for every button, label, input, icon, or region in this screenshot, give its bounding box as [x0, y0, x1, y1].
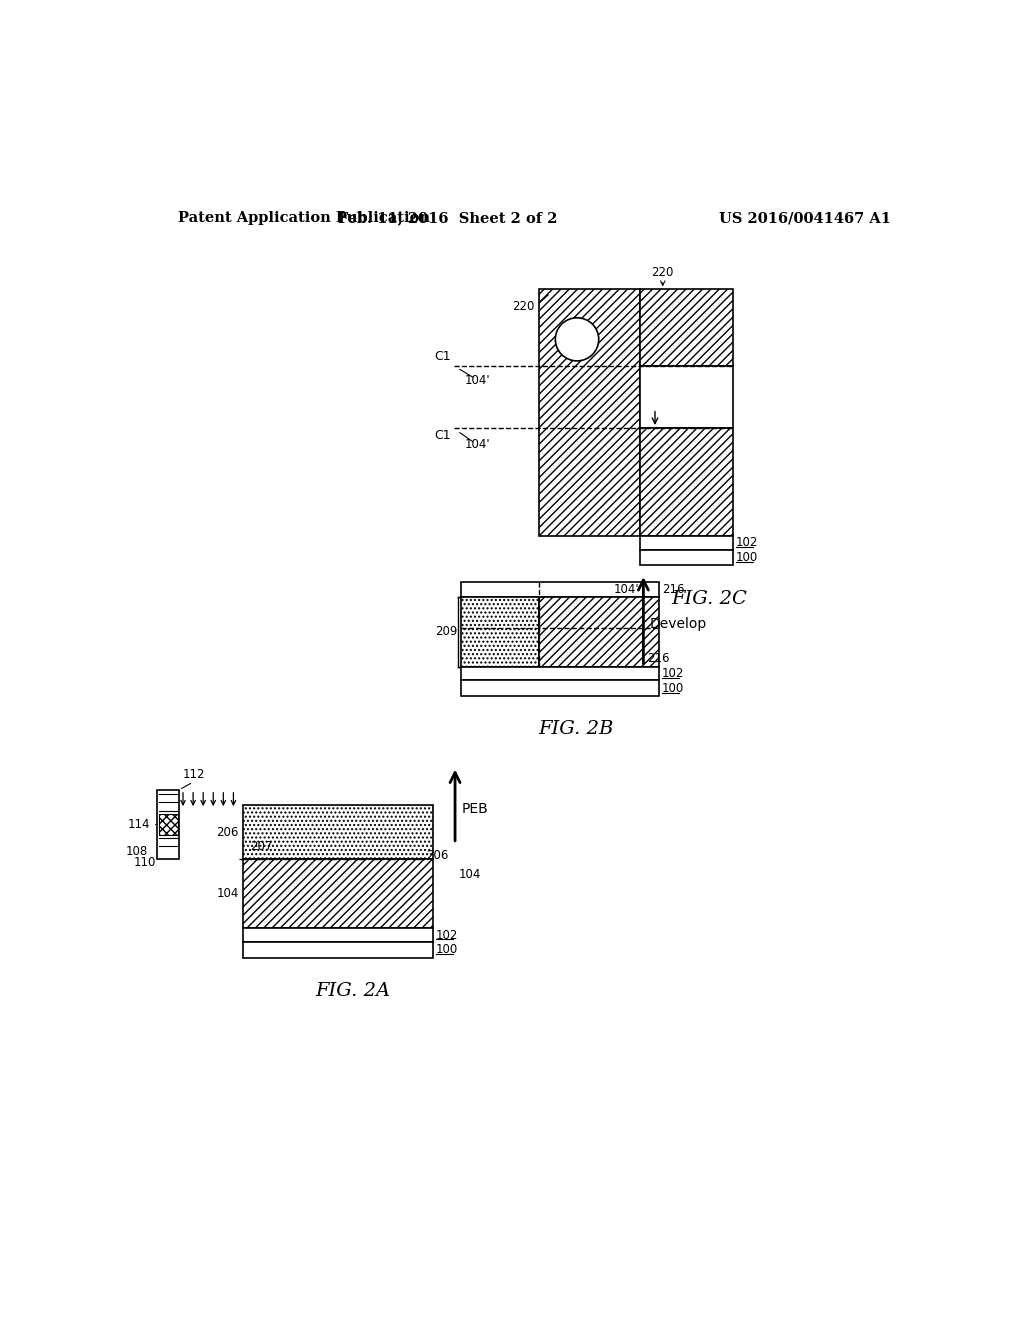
Text: FIG. 2C: FIG. 2C	[672, 590, 748, 607]
Text: Feb. 11, 2016  Sheet 2 of 2: Feb. 11, 2016 Sheet 2 of 2	[338, 211, 557, 226]
Text: 108: 108	[126, 845, 148, 858]
Text: 102: 102	[662, 667, 684, 680]
Bar	[243, 928, 432, 942]
Text: 114: 114	[127, 818, 150, 832]
Text: C1: C1	[434, 350, 451, 363]
Text: 102: 102	[435, 929, 458, 942]
Text: 216: 216	[662, 583, 684, 597]
Text: 102: 102	[735, 536, 758, 549]
Bar	[640, 549, 732, 565]
Text: US 2016/0041467 A1: US 2016/0041467 A1	[719, 211, 891, 226]
Bar	[461, 582, 658, 597]
Bar	[158, 789, 179, 859]
Text: 206: 206	[426, 849, 449, 862]
Text: 104': 104'	[465, 438, 490, 451]
Bar	[243, 942, 432, 958]
Bar	[539, 597, 658, 667]
Text: 104: 104	[216, 887, 239, 900]
Bar	[159, 814, 177, 834]
Text: 216: 216	[647, 652, 670, 665]
Bar	[461, 667, 658, 681]
Text: 100: 100	[735, 550, 758, 564]
Bar	[243, 805, 432, 859]
Text: 112: 112	[183, 767, 206, 780]
Text: Patent Application Publication: Patent Application Publication	[178, 211, 430, 226]
Text: 207: 207	[251, 840, 272, 853]
Text: 100: 100	[435, 944, 458, 957]
Text: 209: 209	[435, 626, 458, 639]
Text: 220: 220	[651, 265, 674, 279]
Bar	[461, 681, 658, 696]
Bar	[640, 536, 732, 549]
Bar	[640, 428, 732, 536]
Text: 100: 100	[662, 681, 684, 694]
Text: C1: C1	[434, 429, 451, 442]
Text: Develop: Develop	[649, 618, 707, 631]
Circle shape	[555, 318, 599, 360]
Bar	[640, 289, 732, 367]
Text: PEB: PEB	[461, 803, 488, 816]
Bar	[539, 289, 640, 536]
Text: 206: 206	[216, 825, 239, 838]
Text: 104': 104'	[465, 374, 490, 387]
Bar	[640, 367, 732, 428]
Bar	[461, 597, 539, 667]
Text: 104: 104	[459, 869, 481, 880]
Text: 220: 220	[512, 300, 535, 313]
Text: FIG. 2A: FIG. 2A	[315, 982, 391, 1001]
Text: FIG. 2B: FIG. 2B	[538, 721, 613, 738]
Text: 104': 104'	[613, 583, 640, 597]
Text: 110: 110	[133, 857, 156, 870]
Bar	[243, 859, 432, 928]
